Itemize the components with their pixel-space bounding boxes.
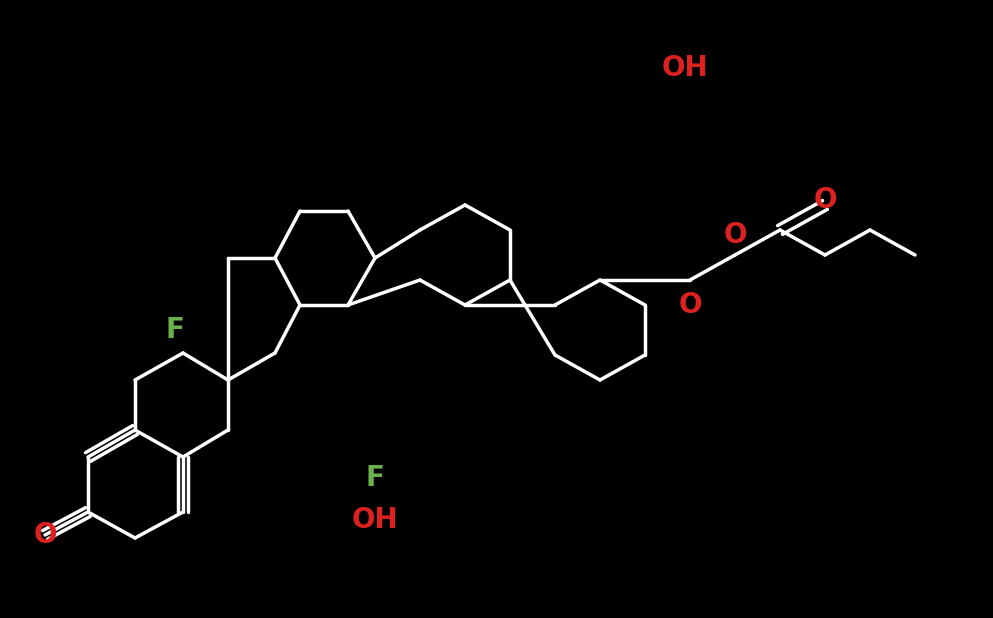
Text: O: O (723, 221, 747, 249)
Text: F: F (365, 464, 384, 492)
Text: OH: OH (661, 54, 708, 82)
Text: OH: OH (352, 506, 398, 534)
Text: F: F (166, 316, 185, 344)
Text: O: O (33, 521, 57, 549)
Text: O: O (678, 291, 702, 319)
Text: O: O (813, 186, 837, 214)
